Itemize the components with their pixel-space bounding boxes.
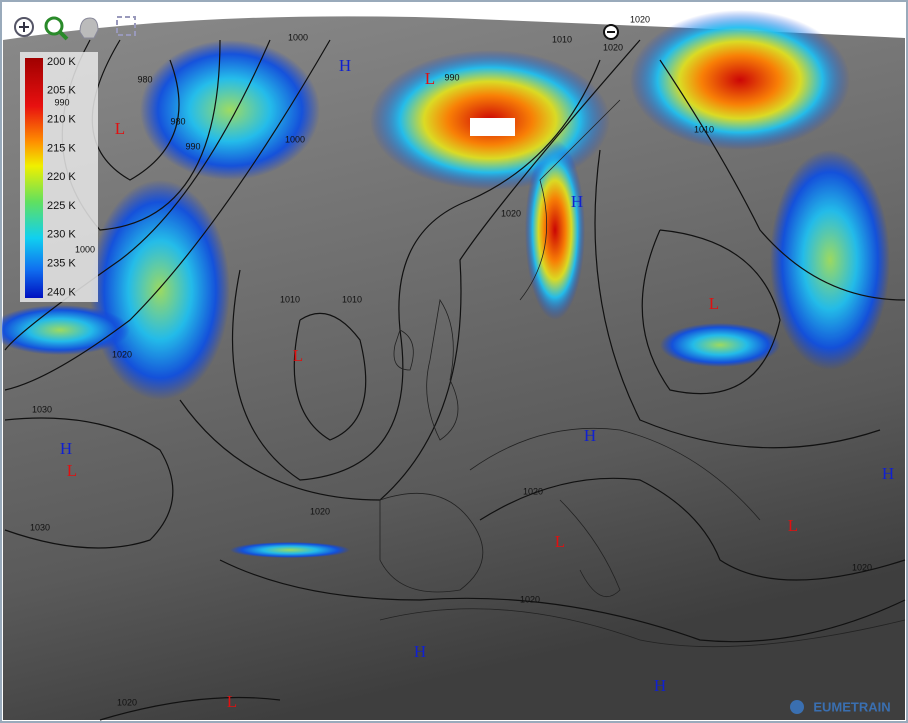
- isobar-label: 1010: [694, 124, 714, 134]
- pressure-center: L: [709, 294, 719, 313]
- isobar-label: 1010: [280, 294, 300, 304]
- isobar-label: 1020: [501, 208, 521, 218]
- pan-button[interactable]: [79, 17, 99, 39]
- legend-label: 225 K: [47, 200, 76, 212]
- zoom-in-button[interactable]: [14, 17, 34, 37]
- pressure-center: L: [227, 692, 237, 711]
- zoom-box-button[interactable]: [44, 16, 69, 41]
- isobar-label: 1000: [288, 32, 308, 42]
- isobar-label: 980: [170, 116, 185, 126]
- legend-label: 210 K: [47, 114, 76, 126]
- pressure-center: H: [339, 56, 351, 75]
- legend-label: 240 K: [47, 286, 76, 298]
- toolbar: [14, 16, 619, 41]
- cloud-top: [470, 118, 515, 136]
- legend-label: 230 K: [47, 229, 76, 241]
- pressure-center: L: [425, 69, 435, 88]
- isobars: [4, 39, 906, 721]
- pressure-center: H: [414, 642, 426, 661]
- pressure-center: L: [788, 516, 798, 535]
- isobar-label: 1020: [112, 349, 132, 359]
- pressure-center: H: [60, 439, 72, 458]
- isobar-label: 1020: [523, 486, 543, 496]
- isobar-label: 1020: [603, 42, 623, 52]
- full-extent-button[interactable]: [116, 16, 136, 36]
- isobar-label: 1000: [285, 134, 305, 144]
- isobar-label: 990: [444, 72, 459, 82]
- coastlines: [379, 99, 906, 648]
- isobar-label: 1030: [32, 404, 52, 414]
- pressure-center: L: [293, 346, 303, 365]
- isobar-label: 1020: [310, 506, 330, 516]
- logo: EUMETRAIN: [790, 699, 891, 714]
- pressure-center: L: [555, 532, 565, 551]
- isobar-label: 980: [137, 74, 152, 84]
- legend-label: 235 K: [47, 258, 76, 270]
- isobar-label: 1020: [520, 594, 540, 604]
- legend-label: 220 K: [47, 171, 76, 183]
- pressure-center: H: [654, 676, 666, 695]
- isobar-label: 990: [54, 97, 69, 107]
- logo-text: EUMETRAIN: [813, 699, 890, 714]
- isobar-label: 1000: [75, 244, 95, 254]
- legend-scale: [25, 58, 43, 298]
- legend-label: 200 K: [47, 56, 76, 68]
- legend-label: 215 K: [47, 142, 76, 154]
- pressure-center: H: [571, 192, 583, 211]
- pressure-center: L: [67, 461, 77, 480]
- isobar-label: 1010: [552, 34, 572, 44]
- isobar-label: 1020: [852, 562, 872, 572]
- isobar-label: 1020: [117, 697, 137, 707]
- legend: 200 K 205 K 210 K 215 K 220 K 225 K 230 K 235 K…: [47, 56, 76, 298]
- legend-label: 205 K: [47, 85, 76, 97]
- isobar-label: 1020: [630, 14, 650, 24]
- pressure-center: L: [115, 119, 125, 138]
- zoom-out-button[interactable]: [603, 24, 619, 40]
- pressure-center: H: [584, 426, 596, 445]
- isobar-label: 1010: [342, 294, 362, 304]
- pressure-center: H: [882, 464, 894, 483]
- isobar-label: 1030: [30, 522, 50, 532]
- isobar-label: 990: [185, 141, 200, 151]
- isobar-labels: 1000 980 990 980 990 1000 990 1010 1020 1010 1020 1…: [30, 14, 872, 707]
